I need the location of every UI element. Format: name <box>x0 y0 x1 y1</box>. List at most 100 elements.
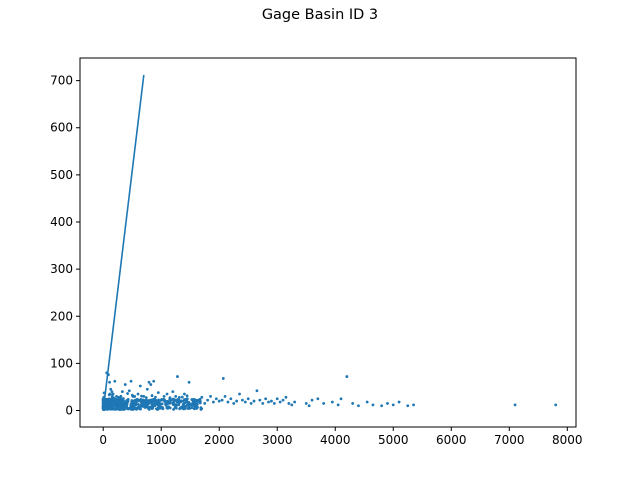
data-point <box>144 398 148 402</box>
data-point <box>144 401 147 405</box>
data-point <box>136 400 139 403</box>
data-point <box>275 397 279 401</box>
x-tick-label: 8000 <box>552 433 583 447</box>
data-point <box>281 398 285 402</box>
data-point <box>108 405 112 408</box>
data-point <box>190 406 194 410</box>
data-point <box>125 403 129 407</box>
data-point <box>126 392 129 395</box>
x-tick-label: 3000 <box>262 433 293 447</box>
data-point <box>145 387 149 391</box>
data-point <box>149 383 153 386</box>
data-point <box>126 397 130 401</box>
data-point <box>112 396 116 400</box>
data-point <box>166 400 170 404</box>
data-point <box>138 384 142 388</box>
data-point <box>270 399 273 403</box>
data-point <box>136 392 140 396</box>
data-point <box>156 391 160 394</box>
data-point <box>252 399 256 403</box>
x-tick-label: 6000 <box>436 433 467 447</box>
data-point <box>182 404 186 407</box>
data-point <box>241 398 244 402</box>
data-point <box>130 393 134 397</box>
data-point <box>102 395 106 399</box>
y-tick-label: 200 <box>50 309 73 323</box>
series-line <box>102 74 145 411</box>
data-point <box>217 399 221 403</box>
data-point <box>168 406 172 410</box>
data-point <box>192 400 196 404</box>
x-tick-label: 1000 <box>146 433 177 447</box>
data-point <box>129 379 133 383</box>
data-point <box>293 400 297 404</box>
data-point <box>287 402 291 405</box>
y-tick-label: 300 <box>50 262 73 276</box>
y-tick-label: 500 <box>50 168 73 182</box>
data-point <box>310 398 314 402</box>
data-point <box>123 407 126 411</box>
data-point <box>106 404 110 407</box>
data-point <box>147 401 151 404</box>
data-point <box>171 390 175 394</box>
data-point <box>119 400 122 404</box>
data-point <box>330 400 334 404</box>
data-point <box>131 400 135 403</box>
data-point <box>142 394 146 398</box>
data-point <box>151 403 155 407</box>
data-point <box>221 377 225 380</box>
data-point <box>112 400 116 404</box>
data-point <box>152 379 156 383</box>
data-point <box>212 400 215 404</box>
data-point <box>154 395 157 399</box>
data-point <box>147 380 151 384</box>
data-point <box>111 403 115 407</box>
data-point <box>157 400 161 404</box>
data-point <box>198 401 202 405</box>
data-point <box>365 400 369 404</box>
data-point <box>258 398 262 402</box>
data-point <box>554 403 558 407</box>
data-point <box>192 407 196 411</box>
data-point <box>173 405 177 409</box>
data-point <box>380 404 384 408</box>
data-point <box>164 399 167 403</box>
data-point <box>165 405 169 409</box>
y-tick-label: 400 <box>50 215 73 229</box>
data-point <box>316 397 320 401</box>
data-point <box>391 403 395 407</box>
data-point <box>177 398 181 402</box>
data-point <box>123 383 127 386</box>
data-point <box>181 407 185 410</box>
data-point <box>152 397 155 401</box>
data-point <box>185 394 189 398</box>
data-point <box>148 405 152 409</box>
data-point <box>108 380 111 384</box>
data-point <box>249 402 253 405</box>
data-point <box>178 407 182 411</box>
data-point <box>307 404 311 408</box>
data-point <box>184 399 188 403</box>
data-point <box>169 398 173 402</box>
data-point <box>120 408 123 411</box>
data-point <box>223 394 227 398</box>
y-tick-label: 700 <box>50 74 73 88</box>
data-point <box>114 406 118 410</box>
data-point <box>192 398 196 401</box>
data-point <box>153 401 157 405</box>
plot-content <box>101 74 558 411</box>
y-axis: 0 100 200 300 400 500 600 700 <box>50 74 80 418</box>
data-point <box>108 392 112 396</box>
data-point <box>107 373 110 377</box>
data-point <box>229 397 233 401</box>
data-point <box>160 398 164 401</box>
data-point <box>188 407 192 410</box>
data-point <box>272 402 276 405</box>
data-point <box>173 399 176 402</box>
data-point <box>130 405 134 408</box>
data-point <box>183 407 187 410</box>
data-point <box>164 403 168 407</box>
data-point <box>412 403 415 407</box>
data-point <box>125 406 129 410</box>
